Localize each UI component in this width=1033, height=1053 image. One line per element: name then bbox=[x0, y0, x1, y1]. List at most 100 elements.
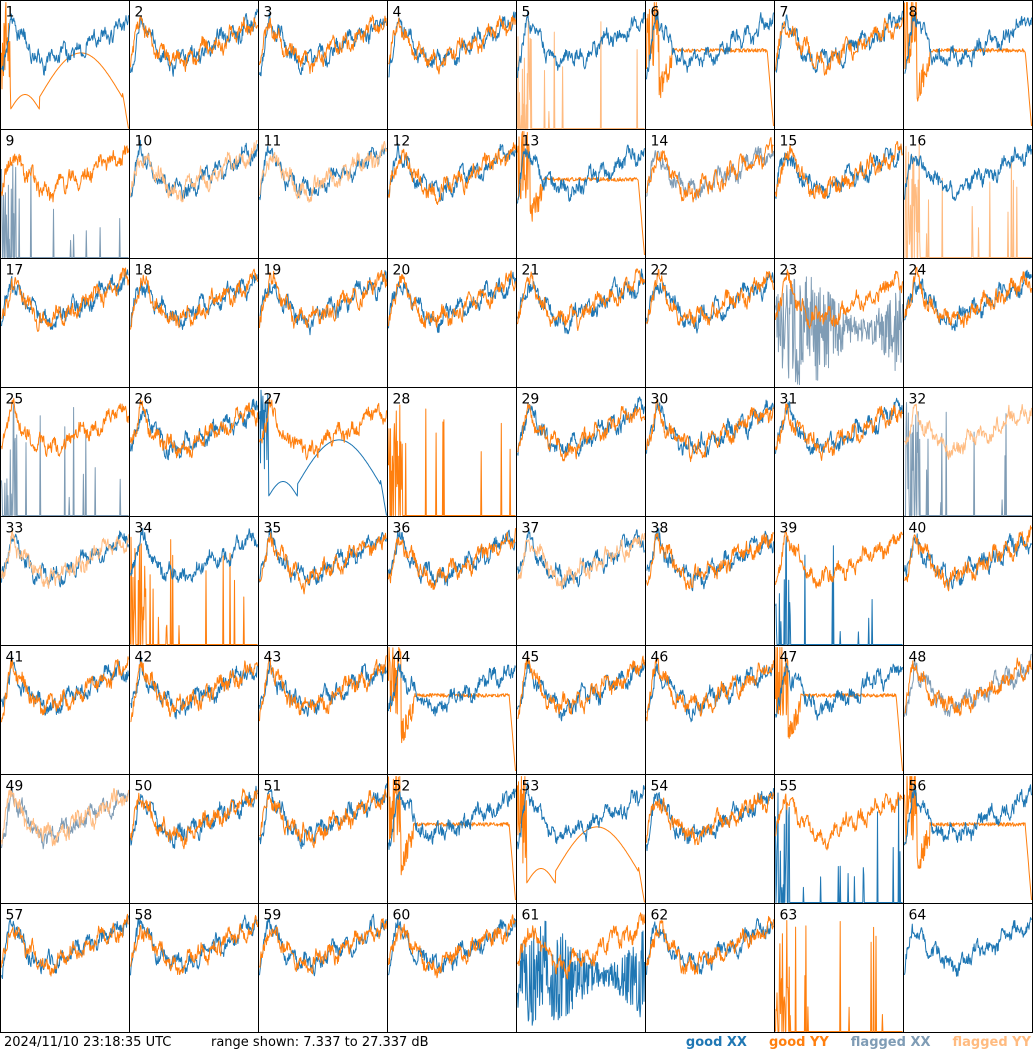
series-xx-good bbox=[388, 663, 516, 717]
series-xx-flagged bbox=[646, 146, 774, 201]
series-yy-good bbox=[388, 528, 516, 590]
panel-label: 1 bbox=[6, 5, 15, 21]
series-xx-good bbox=[775, 536, 903, 645]
panel-label: 45 bbox=[522, 650, 540, 666]
series-yy-flagged bbox=[517, 18, 645, 129]
panel-55: 55 bbox=[774, 774, 904, 904]
panel-47: 47 bbox=[774, 645, 904, 775]
series-yy-good bbox=[775, 530, 903, 589]
panel-label: 57 bbox=[6, 908, 24, 924]
panel-label: 51 bbox=[264, 779, 282, 795]
panel-2: 2 bbox=[129, 0, 259, 130]
series-yy-good bbox=[775, 17, 903, 76]
timestamp: 2024/11/10 23:18:35 UTC bbox=[4, 1035, 172, 1050]
series-xx-good bbox=[517, 528, 645, 589]
series-yy-good bbox=[259, 532, 387, 595]
panel-frame bbox=[387, 516, 517, 646]
legend-good-xx: good XX bbox=[685, 1035, 747, 1050]
panel-label: 26 bbox=[135, 392, 153, 408]
panel-frame bbox=[645, 774, 775, 904]
panel-label: 60 bbox=[393, 908, 411, 924]
panel-frame bbox=[645, 516, 775, 646]
panel-9: 9 bbox=[0, 129, 130, 259]
series-yy-flagged bbox=[1, 788, 129, 847]
series-yy-good bbox=[259, 399, 387, 461]
panel-label: 20 bbox=[393, 263, 411, 279]
panel-21: 21 bbox=[516, 258, 646, 388]
panel-36: 36 bbox=[387, 516, 517, 646]
panel-frame bbox=[258, 903, 388, 1033]
panel-frame bbox=[645, 0, 775, 130]
panel-frame bbox=[774, 0, 904, 130]
series-yy-good bbox=[646, 2, 774, 127]
panel-29: 29 bbox=[516, 387, 646, 517]
series-xx-good bbox=[904, 533, 1032, 590]
panel-frame bbox=[387, 0, 517, 130]
footer-bar: 2024/11/10 23:18:35 UTC range shown: 7.3… bbox=[0, 1033, 1033, 1053]
legend: good XX good YY flagged XX flagged YY bbox=[686, 1033, 1031, 1053]
panel-17: 17 bbox=[0, 258, 130, 388]
series-yy-good bbox=[388, 914, 516, 979]
panel-5: 5 bbox=[516, 0, 646, 130]
panel-33: 33 bbox=[0, 516, 130, 646]
panel-3: 3 bbox=[258, 0, 388, 130]
panel-frame bbox=[774, 129, 904, 259]
panel-13: 13 bbox=[516, 129, 646, 259]
panel-label: 53 bbox=[522, 779, 540, 795]
series-xx-good bbox=[904, 144, 1032, 202]
panel-frame bbox=[129, 0, 259, 130]
panel-label: 34 bbox=[135, 521, 153, 537]
panel-frame bbox=[645, 903, 775, 1033]
series-xx-flagged bbox=[1, 787, 129, 850]
panel-63: 63 bbox=[774, 903, 904, 1033]
panel-frame bbox=[516, 387, 646, 517]
series-yy-good bbox=[259, 269, 387, 329]
panel-label: 13 bbox=[522, 134, 540, 150]
series-yy-good bbox=[259, 918, 387, 975]
panel-label: 9 bbox=[6, 134, 15, 150]
series-xx-good bbox=[775, 397, 903, 455]
series-yy-flagged bbox=[1, 528, 129, 589]
panel-frame bbox=[645, 258, 775, 388]
panel-50: 50 bbox=[129, 774, 259, 904]
legend-flagged-yy: flagged YY bbox=[952, 1035, 1032, 1050]
series-yy-good bbox=[259, 788, 387, 849]
series-xx-good bbox=[646, 12, 774, 80]
panel-60: 60 bbox=[387, 903, 517, 1033]
series-yy-good bbox=[646, 656, 774, 722]
series-yy-good bbox=[1, 398, 129, 457]
series-xx-good bbox=[388, 788, 516, 850]
panel-label: 16 bbox=[909, 134, 927, 150]
panel-34: 34 bbox=[129, 516, 259, 646]
panel-24: 24 bbox=[903, 258, 1033, 388]
series-yy-good bbox=[904, 525, 1032, 592]
series-yy-flagged bbox=[904, 143, 1032, 258]
series-yy-good bbox=[904, 657, 1032, 717]
series-yy-good bbox=[130, 399, 258, 459]
series-yy-good bbox=[1, 267, 129, 332]
panel-frame bbox=[516, 774, 646, 904]
series-yy-flagged bbox=[259, 140, 387, 203]
panel-18: 18 bbox=[129, 258, 259, 388]
panel-label: 42 bbox=[135, 650, 153, 666]
panel-label: 62 bbox=[651, 908, 669, 924]
series-xx-good bbox=[775, 662, 903, 721]
panel-1: 1 bbox=[0, 0, 130, 130]
panel-4: 4 bbox=[387, 0, 517, 130]
panel-62: 62 bbox=[645, 903, 775, 1033]
panel-frame bbox=[129, 903, 259, 1033]
panel-label: 30 bbox=[651, 392, 669, 408]
panel-label: 12 bbox=[393, 134, 411, 150]
series-yy-good bbox=[775, 920, 903, 1032]
panel-40: 40 bbox=[903, 516, 1033, 646]
panel-57: 57 bbox=[0, 903, 130, 1033]
series-yy-good bbox=[130, 536, 258, 645]
panel-30: 30 bbox=[645, 387, 775, 517]
series-yy-good bbox=[775, 791, 903, 851]
legend-flagged-xx: flagged XX bbox=[850, 1035, 931, 1050]
series-xx-good bbox=[904, 13, 1032, 74]
series-yy-good bbox=[130, 268, 258, 330]
series-yy-good bbox=[1, 913, 129, 977]
panel-32: 32 bbox=[903, 387, 1033, 517]
panel-26: 26 bbox=[129, 387, 259, 517]
